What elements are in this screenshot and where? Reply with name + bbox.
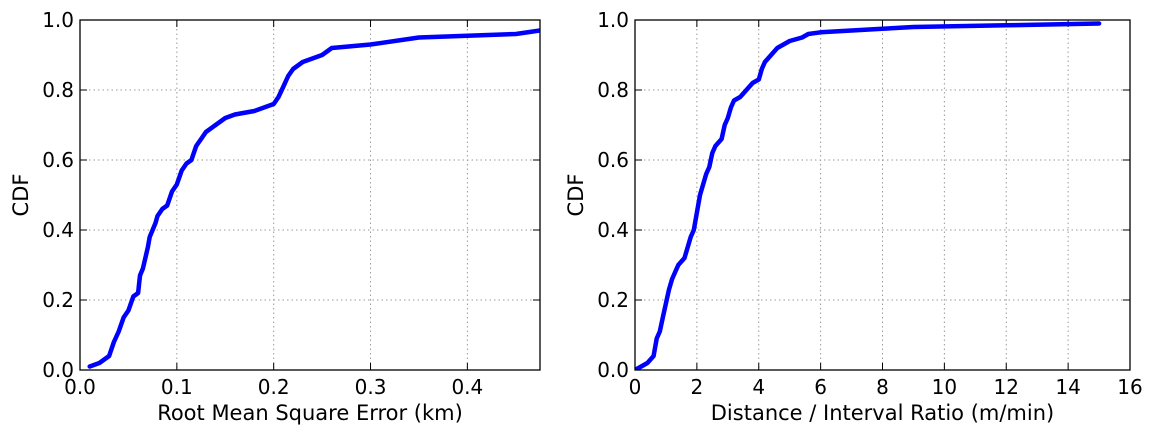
x-tick-label-distance-2: 4	[752, 375, 765, 399]
y-axis-label-rmse: CDF	[9, 174, 33, 217]
y-tick-label-rmse-5: 1.0	[42, 8, 74, 32]
x-tick-label-distance-6: 12	[994, 375, 1019, 399]
x-axis-label-rmse: Root Mean Square Error (km)	[157, 401, 463, 425]
x-tick-label-rmse-1: 0.1	[161, 375, 193, 399]
plot-frame-distance	[634, 19, 1131, 371]
y-tick-label-distance-2: 0.4	[597, 218, 629, 242]
y-tick-label-rmse-2: 0.4	[42, 218, 74, 242]
chart-rmse-cdf: 0.0 0.1 0.2 0.3 0.4 0.0 0.2 0.4 0.6 0.8 1.0 Root Me…	[9, 8, 541, 425]
x-tick-label-distance-4: 8	[876, 375, 889, 399]
x-axis-label-distance: Distance / Interval Ratio (m/min)	[711, 401, 1054, 425]
y-tick-label-rmse-1: 0.2	[42, 288, 74, 312]
plot-frame-rmse	[79, 19, 541, 371]
x-tick-label-distance-7: 14	[1055, 375, 1080, 399]
cdf-line-rmse-0	[87, 28, 540, 369]
x-tick-label-distance-0: 0	[629, 375, 642, 399]
x-tick-label-rmse-2: 0.2	[258, 375, 290, 399]
y-tick-label-distance-0: 0.0	[597, 358, 629, 382]
y-tick-label-rmse-3: 0.6	[42, 148, 74, 172]
x-tick-label-distance-5: 10	[932, 375, 957, 399]
x-tick-label-rmse-3: 0.3	[355, 375, 387, 399]
x-tick-label-distance-3: 6	[814, 375, 827, 399]
y-tick-label-distance-1: 0.2	[597, 288, 629, 312]
x-tick-label-rmse-0: 0.0	[64, 375, 96, 399]
x-tick-label-distance-8: 16	[1117, 375, 1142, 399]
chart-distance-interval-cdf: 0 2 4 6 8 10 12 14 16 0.0 0.2 0.4 0.6 0.8 1.0 Distance …	[564, 8, 1143, 425]
y-tick-label-rmse-0: 0.0	[42, 358, 74, 382]
y-tick-label-distance-4: 0.8	[597, 78, 629, 102]
cdf-line-distance-0	[635, 21, 1102, 370]
y-tick-label-distance-5: 1.0	[597, 8, 629, 32]
x-tick-label-rmse-4: 0.4	[451, 375, 483, 399]
y-axis-label-distance: CDF	[564, 174, 588, 217]
y-tick-label-rmse-4: 0.8	[42, 78, 74, 102]
x-tick-label-distance-1: 2	[691, 375, 704, 399]
y-tick-label-distance-3: 0.6	[597, 148, 629, 172]
